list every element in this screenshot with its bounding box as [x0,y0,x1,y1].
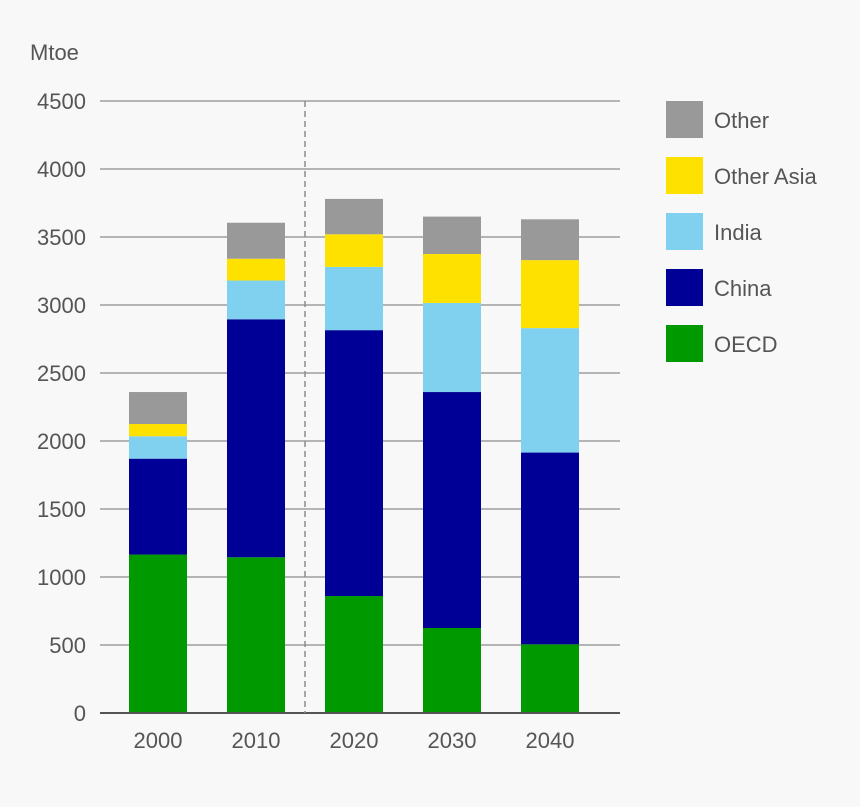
bar-segment-china [325,330,383,597]
x-tick-label: 2030 [428,728,477,753]
bar-segment-other [129,392,187,424]
bar-segment-india [521,328,579,453]
bar-segment-other [227,222,285,259]
bar-segment-india [325,266,383,331]
y-tick-label: 2500 [37,361,86,386]
bar-segment-india [129,436,187,459]
bars [129,198,579,713]
y-tick-label: 4500 [37,89,86,114]
legend: Other Other Asia India China OECD [666,101,817,362]
bar-segment-china [227,319,285,558]
bar-segment-other-asia [227,258,285,281]
y-tick-label: 0 [74,701,86,726]
bar-segment-india [423,302,481,393]
bar-segment-other [325,198,383,235]
y-axis-title: Mtoe [30,40,79,65]
bar-segment-other-asia [325,234,383,267]
axes: 0 500 1000 1500 2000 2500 3000 3500 4000 4500 2000… [37,89,620,753]
bar-segment-oecd [129,554,187,713]
y-tick-label: 2000 [37,429,86,454]
legend-label-other: Other [714,108,769,133]
bar-segment-other [521,219,579,261]
y-tick-label: 500 [49,633,86,658]
y-tick-label: 1500 [37,497,86,522]
bar-segment-oecd [325,596,383,713]
bar-segment-oecd [423,628,481,713]
legend-swatch-china [666,269,703,306]
y-tick-label: 1000 [37,565,86,590]
bar-segment-china [129,458,187,555]
bar-segment-china [521,452,579,645]
bar-segment-india [227,280,285,320]
legend-swatch-india [666,213,703,250]
bar-segment-other-asia [129,424,187,437]
legend-swatch-other [666,101,703,138]
legend-swatch-other-asia [666,157,703,194]
legend-label-oecd: OECD [714,332,778,357]
y-tick-label: 4000 [37,157,86,182]
bar-segment-oecd [227,557,285,713]
bar-segment-oecd [521,644,579,713]
bar-segment-china [423,392,481,628]
x-tick-label: 2010 [232,728,281,753]
y-tick-label: 3000 [37,293,86,318]
legend-label-china: China [714,276,772,301]
bar-segment-other [423,216,481,254]
x-tick-label: 2000 [134,728,183,753]
bar-segment-other-asia [423,254,481,303]
x-tick-label: 2020 [330,728,379,753]
legend-swatch-oecd [666,325,703,362]
legend-label-india: India [714,220,762,245]
legend-label-other-asia: Other Asia [714,164,817,189]
x-tick-label: 2040 [526,728,575,753]
y-tick-label: 3500 [37,225,86,250]
bar-segment-other-asia [521,260,579,329]
